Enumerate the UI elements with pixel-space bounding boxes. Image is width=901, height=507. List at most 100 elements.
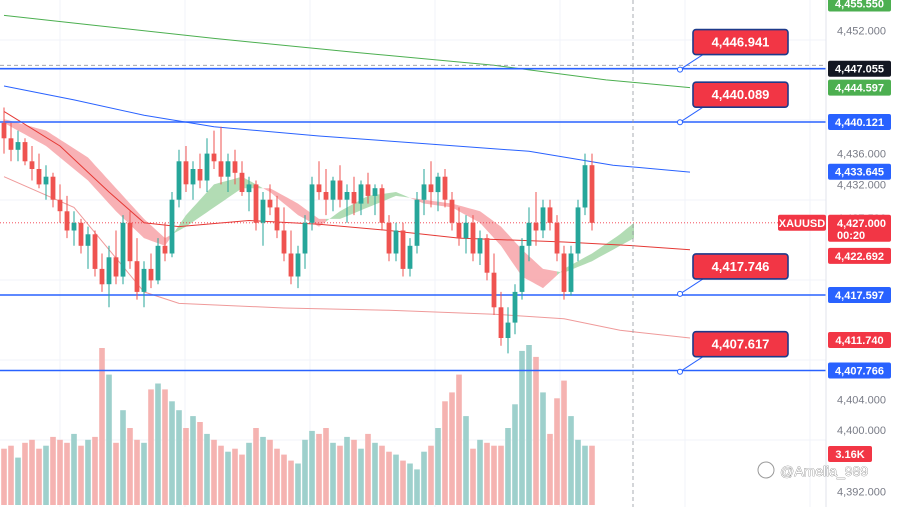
volume-bar — [197, 422, 203, 505]
volume-bar — [85, 439, 91, 505]
volume-bar — [435, 428, 441, 505]
callout-box — [692, 330, 789, 358]
candle-body — [85, 234, 91, 246]
volume-bar — [540, 392, 546, 505]
callout-box — [692, 253, 789, 280]
candle-body — [358, 184, 364, 204]
candle-body — [337, 180, 343, 200]
price-tag-8-label: 4,411.740 — [835, 335, 883, 347]
candle-body — [148, 268, 154, 281]
volume-bar — [330, 442, 336, 505]
candle-body — [393, 230, 399, 254]
volume-bar — [393, 454, 399, 505]
candle-body — [64, 211, 70, 231]
candle-body — [288, 253, 294, 277]
candle-body — [309, 184, 315, 223]
volume-bar — [211, 439, 217, 505]
candle-body — [57, 199, 63, 212]
candle-body — [239, 172, 245, 192]
price-axis[interactable]: 4,452.0004,436.0004,432.0004,427.5964,42… — [778, 0, 901, 507]
candle-body — [71, 222, 77, 231]
moving-average-line-2 — [3, 85, 691, 173]
candle-body — [498, 307, 504, 338]
callout-3[interactable]: 4,417.746 — [677, 253, 789, 297]
volume-bar — [414, 469, 420, 505]
volume-bar — [498, 445, 504, 505]
volume-bar — [351, 439, 357, 505]
volume-bar — [484, 442, 490, 505]
symbol-tag-bg — [778, 214, 826, 231]
callout-label: 4,446.941 — [712, 35, 770, 50]
volume-bar — [316, 433, 322, 505]
callout-1[interactable]: 4,446.941 — [677, 28, 789, 73]
volume-bar — [246, 442, 252, 505]
candle-body — [449, 199, 455, 223]
volume-bar — [113, 442, 119, 505]
horizontal-levels[interactable] — [0, 64, 826, 372]
candle-body — [491, 272, 497, 308]
current-price-value: 4,427.000 — [837, 218, 886, 230]
volume-bar — [456, 374, 462, 505]
volume-bars — [1, 345, 595, 505]
callout-label: 4,407.617 — [712, 337, 770, 352]
volume-bar — [302, 439, 308, 505]
candle-body — [351, 192, 357, 204]
volume-bar — [50, 436, 56, 505]
candle-body — [204, 153, 210, 181]
candle-body — [183, 161, 189, 185]
candle-body — [22, 142, 28, 162]
candle-body — [260, 199, 266, 223]
volume-bar — [1, 448, 7, 505]
volume-bar — [421, 451, 427, 505]
volume-bar — [120, 410, 126, 505]
volume-bar — [477, 439, 483, 505]
price-tag-3-label: 4,444.597 — [835, 83, 884, 95]
volume-bar — [8, 445, 14, 505]
candle-body — [407, 245, 413, 269]
candle-body — [295, 253, 301, 277]
ribbon-bull-segment — [172, 176, 263, 236]
volume-bar — [190, 416, 196, 505]
candles — [1, 107, 595, 354]
candle-body — [176, 161, 182, 200]
price-axis-tick-label: 4,432.000 — [837, 179, 886, 191]
volume-bar — [141, 442, 147, 505]
candle-body — [477, 238, 483, 254]
candle-body — [414, 199, 420, 246]
volume-bar — [526, 345, 532, 505]
price-callouts[interactable]: 4,446.941 4,440.089 4,417.746 4,407.617 — [677, 28, 789, 375]
callout-anchor — [677, 368, 683, 375]
volume-bar — [274, 448, 280, 505]
candle-body — [589, 165, 595, 223]
volume-bar — [505, 428, 511, 505]
candle-body — [386, 222, 392, 254]
price-tag-9: 4,407.766 — [828, 362, 891, 379]
volume-bar — [386, 451, 392, 505]
price-tag-1-label: 4,455.550 — [835, 0, 884, 11]
candle-body — [155, 245, 161, 281]
price-axis-tick-label: 4,392.000 — [837, 487, 886, 499]
callout-4[interactable]: 4,407.617 — [677, 330, 789, 375]
candle-body — [281, 230, 287, 254]
callout-2[interactable]: 4,440.089 — [677, 81, 789, 126]
volume-bar — [407, 463, 413, 505]
price-tag-2-label: 4,447.055 — [835, 64, 884, 76]
candle-body — [344, 192, 350, 200]
candle-body — [379, 188, 385, 223]
candle-body — [8, 138, 14, 150]
ribbon-bear-segment — [263, 188, 326, 227]
price-tag-4-label: 4,440.121 — [835, 117, 884, 129]
watermark-text: @Amelia_989 — [780, 463, 868, 479]
candle-body — [197, 169, 203, 181]
volume-bar — [92, 436, 98, 505]
watermark-icon — [757, 461, 775, 479]
candle-body — [50, 176, 56, 200]
candle-body — [316, 184, 322, 193]
price-tag-7-label: 4,417.597 — [835, 290, 884, 302]
candle-body — [470, 222, 476, 254]
candle-body — [78, 222, 84, 246]
candle-body — [456, 222, 462, 239]
